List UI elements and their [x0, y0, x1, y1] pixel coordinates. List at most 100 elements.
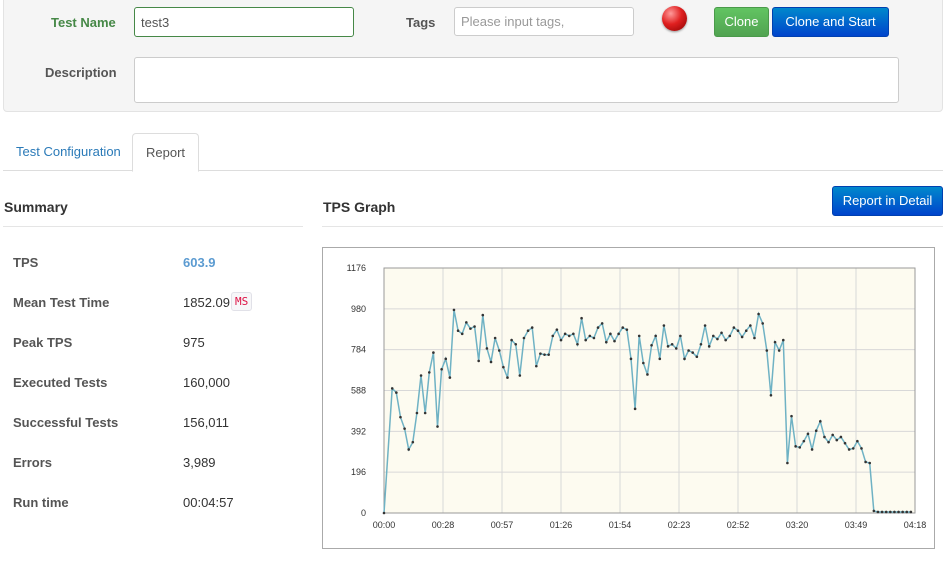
data-point	[514, 342, 518, 346]
data-point	[390, 387, 394, 390]
tags-input[interactable]	[454, 7, 634, 36]
y-tick-label: 588	[351, 386, 366, 396]
data-point	[790, 414, 793, 418]
tab-bar: Test Configuration Report	[3, 133, 943, 172]
summary-row-run-time: Run time 00:04:57	[13, 495, 273, 515]
x-tick-label: 03:20	[786, 520, 809, 530]
data-point	[860, 447, 863, 450]
clone-and-start-button[interactable]: Clone and Start	[772, 7, 889, 37]
data-point	[642, 361, 645, 365]
data-point	[691, 351, 695, 354]
data-point	[493, 336, 497, 340]
data-point	[905, 510, 909, 514]
data-point	[481, 313, 485, 317]
tags-label: Tags	[406, 15, 436, 30]
data-point	[732, 326, 736, 329]
data-point	[448, 376, 452, 379]
summary-label: Successful Tests	[13, 415, 119, 430]
tab-report[interactable]: Report	[132, 133, 200, 172]
x-tick-label: 01:54	[609, 520, 632, 530]
data-point	[757, 312, 760, 316]
data-point	[728, 334, 732, 338]
data-point	[497, 349, 501, 352]
data-point	[740, 335, 744, 339]
data-point	[683, 357, 686, 361]
data-point	[794, 445, 797, 448]
data-point	[399, 415, 402, 419]
data-point	[769, 393, 773, 397]
summary-value: 975	[183, 335, 205, 350]
data-point	[868, 461, 872, 465]
y-tick-label: 392	[351, 426, 366, 436]
data-point	[559, 338, 563, 342]
data-point	[432, 351, 435, 354]
test-name-label: Test Name	[51, 15, 116, 30]
data-point	[749, 324, 752, 327]
data-point	[427, 371, 431, 374]
data-point	[843, 441, 847, 445]
x-tick-label: 02:52	[727, 520, 750, 530]
data-point	[819, 420, 822, 423]
data-point	[617, 332, 620, 336]
data-point	[436, 425, 439, 428]
y-tick-label: 1176	[347, 263, 366, 273]
data-point	[423, 411, 427, 415]
data-point	[604, 340, 608, 344]
data-point	[658, 357, 662, 361]
tab-test-configuration[interactable]: Test Configuration	[16, 144, 121, 159]
data-point	[847, 448, 851, 451]
clone-button[interactable]: Clone	[714, 7, 769, 37]
data-point	[415, 411, 419, 415]
y-tick-label: 784	[351, 345, 366, 355]
summary-label: Executed Tests	[13, 375, 108, 390]
data-point	[403, 427, 406, 430]
data-point	[786, 461, 789, 465]
data-point	[773, 340, 777, 344]
data-point	[802, 439, 806, 443]
data-point	[699, 342, 703, 346]
unit-badge: MS	[231, 292, 253, 311]
data-point	[452, 308, 456, 312]
data-point	[502, 365, 505, 369]
data-point	[724, 338, 727, 342]
test-name-input[interactable]	[134, 7, 354, 37]
summary-row-peak-tps: Peak TPS 975	[13, 335, 273, 355]
summary-value: 160,000	[183, 375, 230, 390]
data-point	[506, 376, 509, 379]
data-point	[707, 345, 711, 348]
data-point	[909, 510, 913, 514]
data-point	[419, 374, 423, 377]
data-point	[535, 364, 538, 368]
data-point	[547, 353, 550, 356]
data-point	[567, 334, 571, 338]
data-point	[761, 322, 764, 325]
data-point	[572, 332, 575, 336]
summary-label: Run time	[13, 495, 69, 510]
data-point	[851, 447, 855, 450]
data-point	[411, 440, 415, 444]
report-in-detail-button[interactable]: Report in Detail	[832, 186, 943, 216]
data-point	[901, 510, 904, 514]
data-point	[444, 357, 448, 361]
summary-row-errors: Errors 3,989	[13, 455, 273, 475]
data-point	[864, 460, 867, 464]
description-input[interactable]	[134, 57, 899, 103]
x-tick-label: 01:26	[550, 520, 573, 530]
data-point	[629, 357, 633, 361]
x-tick-label: 03:49	[845, 520, 868, 530]
data-point	[765, 349, 769, 352]
status-indicator-icon	[662, 6, 687, 31]
data-point	[485, 347, 489, 350]
data-point	[654, 334, 657, 338]
data-point	[889, 510, 892, 514]
summary-row-mean-test-time: Mean Test Time 1852.09 MS	[13, 292, 273, 315]
data-point	[876, 510, 880, 514]
data-point	[580, 316, 583, 320]
data-point	[839, 435, 843, 439]
tps-line-chart: 0 196 392 588 784 980 1176 00:00 00:28 00:57 01:26…	[347, 263, 927, 530]
x-tick-label: 00:57	[491, 520, 514, 530]
data-point	[880, 510, 884, 514]
data-point	[827, 440, 830, 444]
x-tick-label: 02:23	[668, 520, 691, 530]
data-point	[625, 328, 629, 331]
